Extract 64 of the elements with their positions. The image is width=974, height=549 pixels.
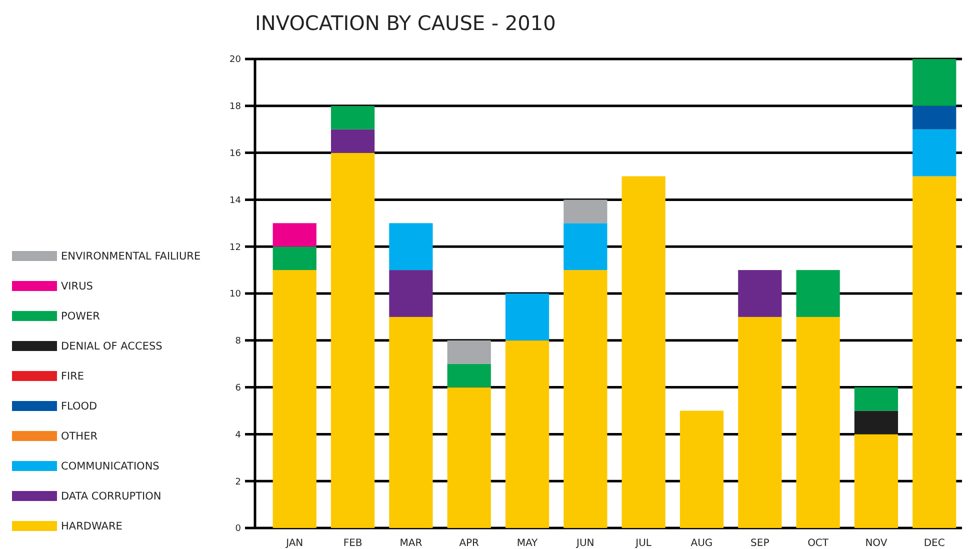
chart-title: INVOCATION BY CAUSE - 2010 <box>255 11 556 35</box>
bar <box>912 106 956 130</box>
legend-label: DATA CORRUPTION <box>61 490 162 503</box>
bar <box>447 340 491 364</box>
legend-label: FIRE <box>61 370 84 383</box>
x-tick-label: OCT <box>808 538 830 549</box>
y-tick-label: 10 <box>230 290 242 300</box>
y-tick-label: 12 <box>230 242 241 253</box>
x-tick-label: AUG <box>690 538 713 549</box>
bar <box>680 410 724 528</box>
bar <box>854 434 898 528</box>
x-tick-label: MAR <box>400 538 422 549</box>
y-tick-label: 20 <box>230 55 242 66</box>
x-tick-label: JUL <box>634 538 652 549</box>
bar <box>330 152 375 528</box>
bar <box>796 316 840 528</box>
x-tick-label: SEP <box>750 538 770 549</box>
x-tick-label: FEB <box>343 538 362 549</box>
bar <box>854 410 898 434</box>
x-tick-label: NOV <box>865 538 888 549</box>
x-tick-label: DEC <box>924 538 945 549</box>
bar <box>330 129 375 153</box>
bar <box>389 223 433 270</box>
bar <box>505 340 550 528</box>
bar <box>505 294 550 340</box>
bar <box>389 316 433 528</box>
bar <box>738 270 782 317</box>
bar <box>854 387 898 411</box>
bar <box>564 200 608 224</box>
bar <box>622 176 666 528</box>
bar <box>447 387 491 528</box>
y-tick-label: 2 <box>235 477 241 488</box>
legend-label: POWER <box>61 310 100 323</box>
y-tick-label: 16 <box>230 148 242 159</box>
bar <box>912 129 956 176</box>
bar <box>389 270 433 317</box>
legend-label: HARDWARE <box>61 520 122 533</box>
legend-label: COMMUNICATIONS <box>61 460 160 473</box>
bar <box>272 223 316 247</box>
legend-label: DENIAL OF ACCESS <box>61 340 163 353</box>
legend-label: ENVIRONMENTAL FAILIURE <box>61 250 201 263</box>
bar <box>564 270 608 528</box>
bar <box>564 223 608 270</box>
y-tick-label: 8 <box>235 336 242 347</box>
x-tick-label: APR <box>459 538 480 549</box>
bar <box>447 364 491 388</box>
bar <box>272 270 316 528</box>
y-tick-label: 0 <box>235 524 242 534</box>
bar <box>796 270 840 317</box>
bar <box>912 176 956 528</box>
legend-label: VIRUS <box>61 280 94 293</box>
bar <box>272 246 316 270</box>
y-tick-label: 6 <box>235 383 242 394</box>
x-tick-label: JUN <box>576 538 594 549</box>
x-tick-label: MAY <box>516 538 539 549</box>
bar <box>738 316 782 528</box>
bar <box>330 106 375 130</box>
y-tick-label: 18 <box>230 102 242 112</box>
y-tick-label: 4 <box>235 430 242 440</box>
legend-label: FLOOD <box>61 400 98 413</box>
x-tick-label: JAN <box>285 538 304 549</box>
bar <box>912 59 956 106</box>
legend-label: OTHER <box>61 430 98 443</box>
y-tick-label: 14 <box>230 196 242 206</box>
